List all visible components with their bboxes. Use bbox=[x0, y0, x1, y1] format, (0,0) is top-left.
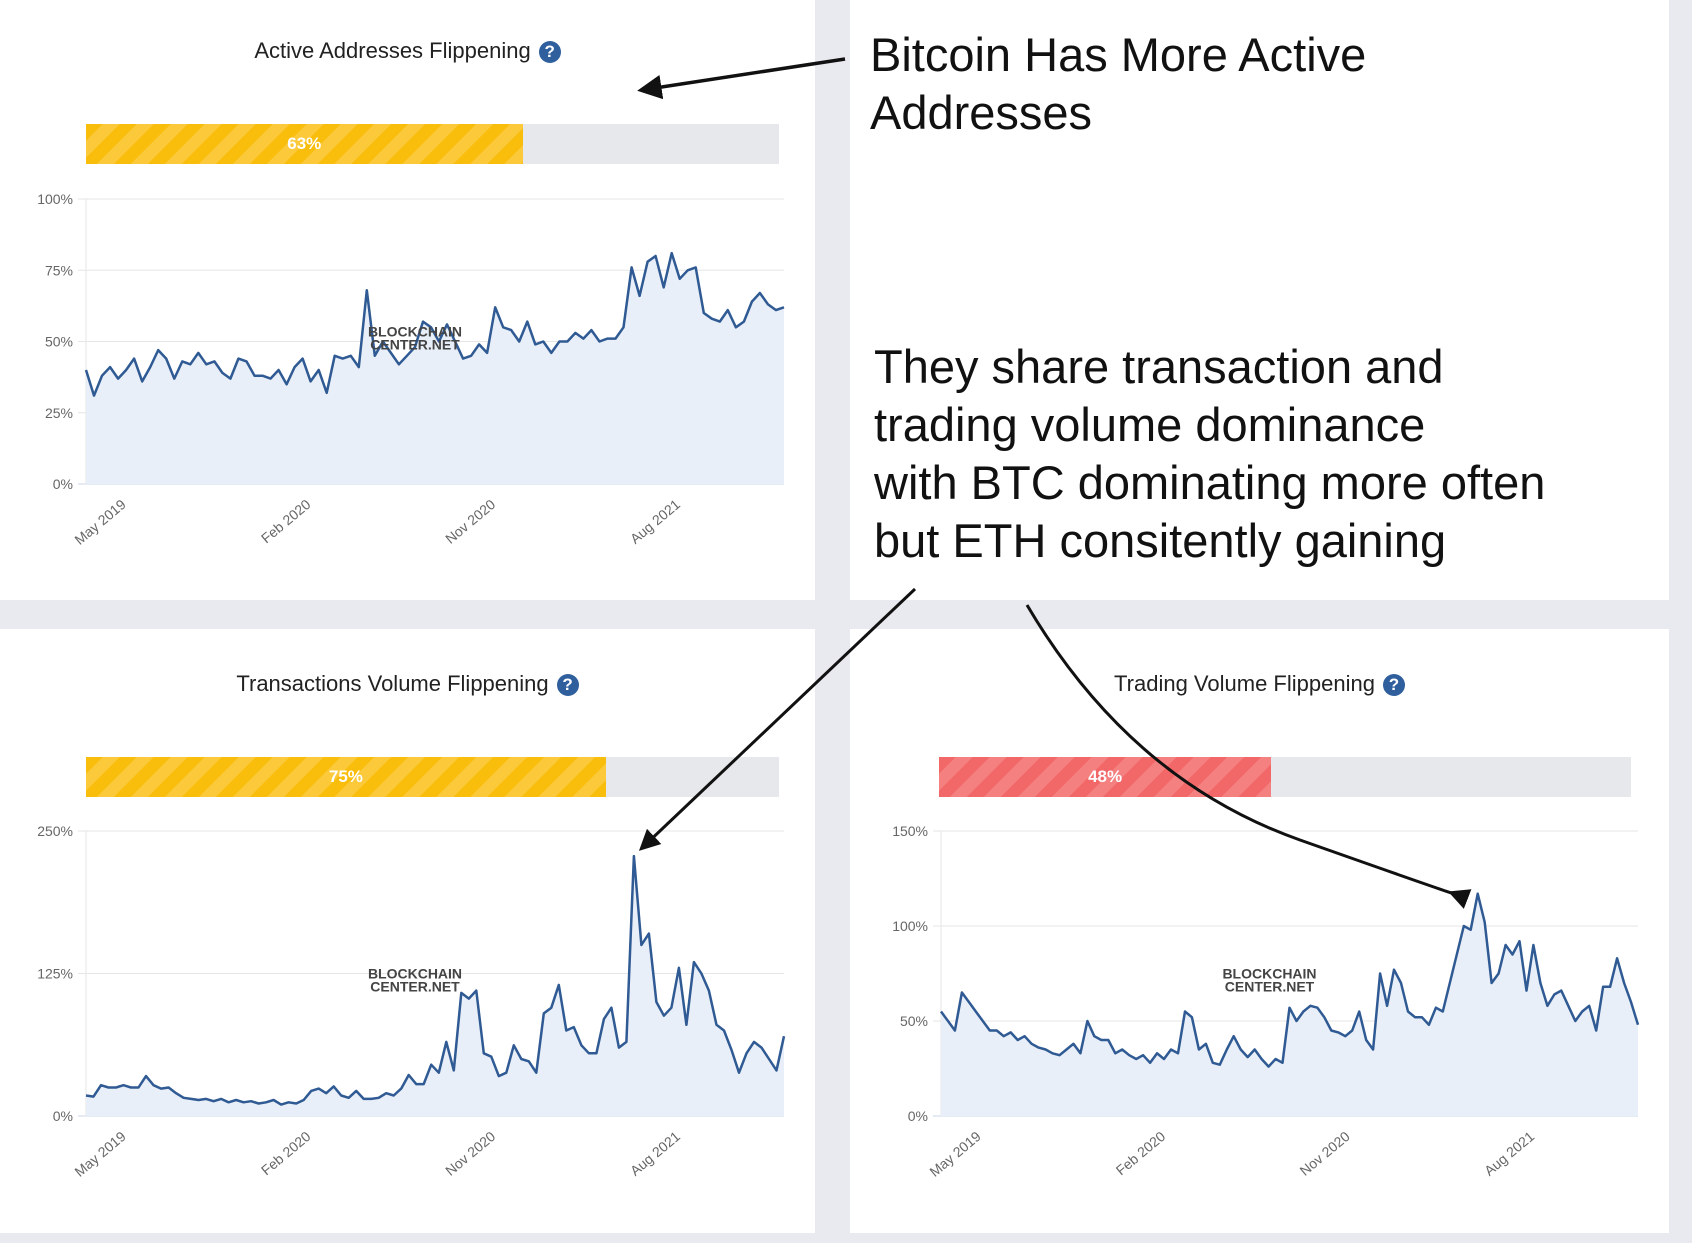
help-icon[interactable]: ? bbox=[538, 41, 561, 63]
watermark-text: CENTER.NET bbox=[370, 979, 460, 995]
y-tick-label: 25% bbox=[45, 405, 73, 421]
x-tick-label: Feb 2020 bbox=[1113, 1128, 1169, 1178]
y-tick-label: 75% bbox=[45, 262, 73, 278]
watermark-text: CENTER.NET bbox=[1225, 979, 1315, 995]
series-area bbox=[86, 856, 784, 1116]
annotation-active-addresses: Bitcoin Has More Active Addresses bbox=[870, 26, 1366, 142]
x-tick-label: May 2019 bbox=[926, 1128, 984, 1180]
y-tick-label: 125% bbox=[37, 966, 73, 982]
progress-fill: 75% bbox=[86, 757, 606, 797]
annotation-line: but ETH consitently gaining bbox=[874, 514, 1447, 567]
chart-title-text: Active Addresses Flippening bbox=[254, 38, 531, 63]
watermark-text: BLOCKCHAIN bbox=[1222, 966, 1316, 982]
x-tick-label: Feb 2020 bbox=[258, 1128, 314, 1178]
annotation-line: Bitcoin Has More Active bbox=[870, 28, 1367, 81]
annotation-line: trading volume dominance bbox=[874, 398, 1426, 451]
series-line bbox=[85, 854, 786, 1106]
x-tick-label: Nov 2020 bbox=[442, 496, 498, 547]
watermark-text: CENTER.NET bbox=[370, 337, 460, 353]
y-tick-label: 100% bbox=[892, 918, 928, 934]
x-tick-label: Feb 2020 bbox=[258, 496, 314, 546]
series-line bbox=[939, 892, 1640, 1068]
progress-label: 75% bbox=[328, 767, 363, 786]
x-tick-label: May 2019 bbox=[71, 1128, 129, 1180]
chart-title: Transactions Volume Flippening? bbox=[0, 671, 815, 697]
x-tick-label: Nov 2020 bbox=[1297, 1128, 1353, 1179]
watermark-text: BLOCKCHAIN bbox=[368, 966, 462, 982]
y-tick-label: 0% bbox=[53, 476, 73, 492]
flippening-progress-bar: 63% bbox=[86, 124, 779, 164]
panel-annotations bbox=[850, 0, 1669, 600]
x-tick-label: Nov 2020 bbox=[442, 1128, 498, 1179]
help-icon[interactable]: ? bbox=[556, 674, 579, 696]
chart-transactions-volume-flippening: Transactions Volume Flippening? 75% 0% 125%… bbox=[0, 629, 815, 1233]
progress-fill: 63% bbox=[86, 124, 523, 164]
y-tick-label: 150% bbox=[892, 823, 928, 839]
y-tick-label: 250% bbox=[37, 823, 73, 839]
y-tick-label: 50% bbox=[900, 1013, 928, 1029]
series-area bbox=[941, 893, 1638, 1116]
x-tick-label: May 2019 bbox=[71, 496, 129, 548]
x-tick-label: Aug 2021 bbox=[627, 496, 683, 547]
x-tick-label: Aug 2021 bbox=[627, 1128, 683, 1179]
chart-trading-volume-flippening: Trading Volume Flippening? 48% 0% 50% 100% 15… bbox=[850, 629, 1669, 1233]
progress-label: 63% bbox=[287, 134, 322, 153]
y-tick-label: 0% bbox=[908, 1108, 928, 1124]
chart-title: Active Addresses Flippening? bbox=[0, 38, 815, 64]
chart-active-addresses-flippening: Active Addresses Flippening? 63% 0% 25% 50% 7… bbox=[0, 0, 815, 600]
x-tick-label: Aug 2021 bbox=[1481, 1128, 1537, 1179]
series-line bbox=[84, 251, 785, 397]
y-tick-label: 50% bbox=[45, 334, 73, 350]
annotation-line: Addresses bbox=[870, 86, 1093, 139]
y-tick-label: 100% bbox=[37, 191, 73, 207]
chart-title-text: Transactions Volume Flippening bbox=[236, 671, 549, 696]
watermark-text: BLOCKCHAIN bbox=[368, 324, 462, 340]
y-tick-label: 0% bbox=[53, 1108, 73, 1124]
series-area bbox=[86, 253, 784, 484]
annotation-line: They share transaction and bbox=[874, 340, 1444, 393]
annotation-volume-dominance: They share transaction and trading volum… bbox=[874, 338, 1545, 570]
annotation-line: with BTC dominating more often bbox=[874, 456, 1546, 509]
